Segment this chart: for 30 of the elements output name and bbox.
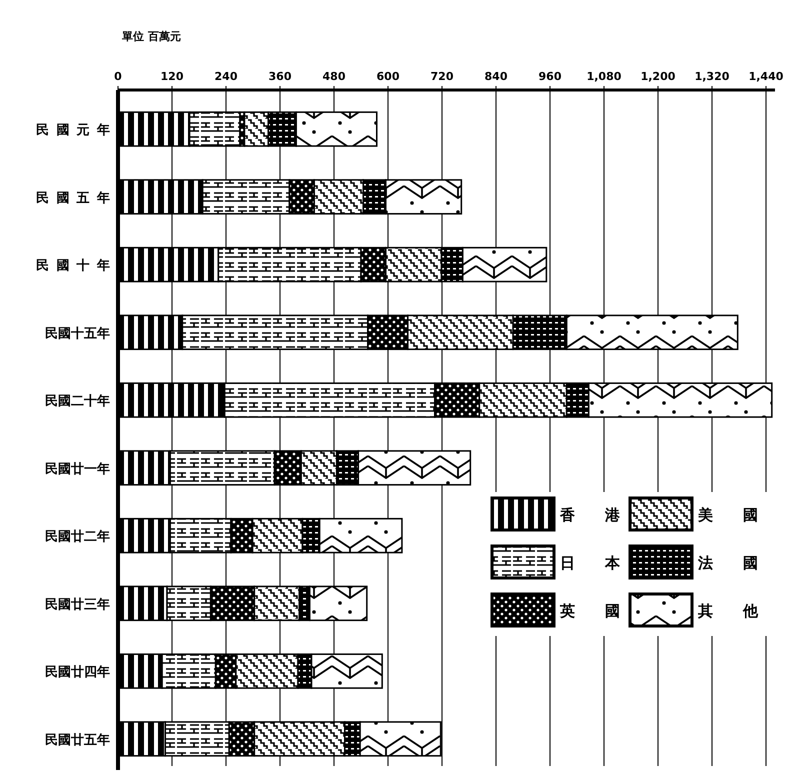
y-tick-label: 民國十年	[36, 258, 110, 274]
text: 單位 百萬元	[121, 30, 181, 43]
x-tick-label: 240	[214, 70, 238, 83]
x-tick-label: 840	[484, 70, 508, 83]
x-tick-label: 120	[160, 70, 184, 83]
x-tick-label: 0	[114, 70, 122, 83]
x-tick-label: 720	[430, 70, 454, 83]
y-tick-label: 民國廿二年	[45, 530, 110, 545]
legend-label: 英國	[559, 602, 620, 620]
y-tick-label: 民國廿一年	[45, 462, 110, 477]
x-tick-label: 600	[376, 70, 400, 83]
y-tick-label: 民國二十年	[45, 394, 110, 410]
x-tick-label: 1,320	[694, 70, 730, 83]
x-tick-label: 1,200	[640, 70, 676, 83]
y-tick-label: 民國元年	[36, 123, 110, 138]
x-tick-label: 480	[322, 70, 346, 83]
y-tick-label: 民國十五年	[45, 326, 110, 342]
x-tick-label: 360	[268, 70, 292, 83]
y-tick-label: 民國五年	[36, 190, 110, 206]
x-tick-label: 1,440	[748, 70, 784, 83]
x-tick-label: 960	[538, 70, 562, 83]
legend-label: 其他	[697, 602, 759, 620]
legend-label: 香港	[559, 506, 621, 524]
y-tick-label: 民國廿四年	[45, 665, 110, 680]
x-tick-label: 1,080	[586, 70, 622, 83]
legend-label: 美國	[697, 506, 758, 524]
legend-label: 日本	[560, 554, 621, 572]
y-tick-label: 民國廿五年	[45, 732, 110, 748]
y-tick-label: 民國廿三年	[45, 597, 110, 612]
legend-label: 法國	[697, 554, 758, 572]
